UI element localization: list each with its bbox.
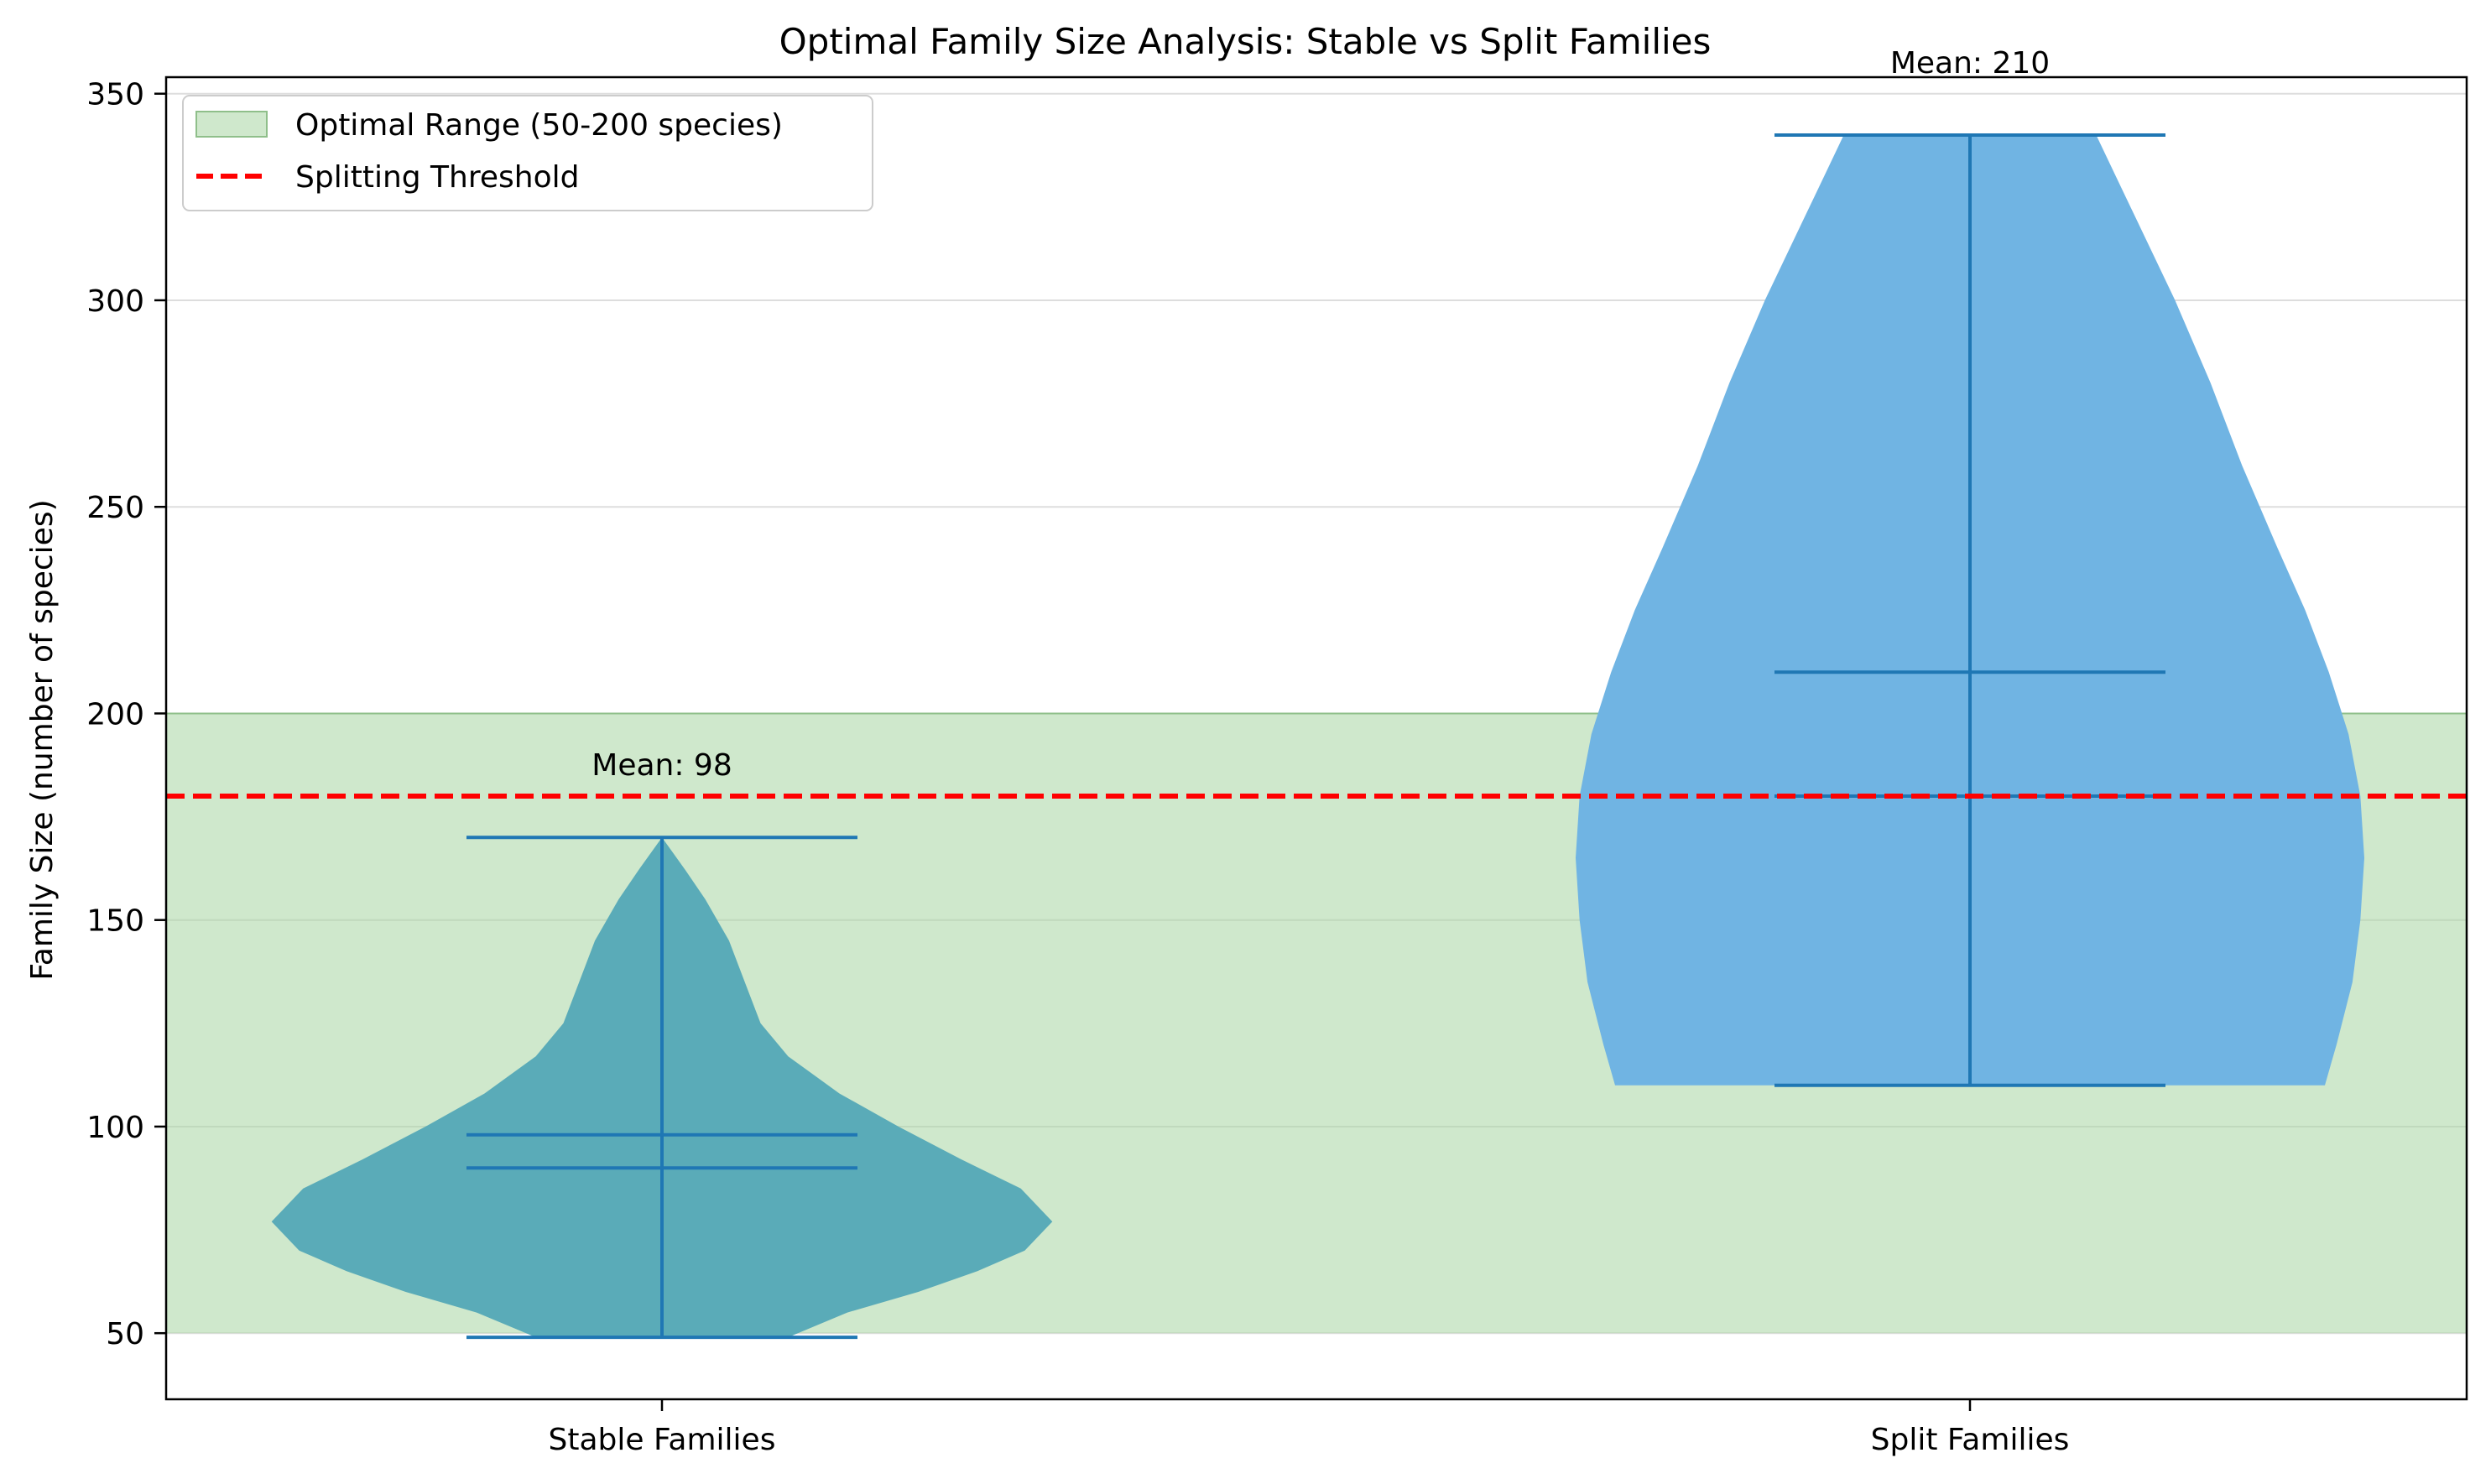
mean-annotation: Mean: 98: [591, 748, 732, 783]
legend-label-optimal-range: Optimal Range (50-200 species): [295, 108, 783, 143]
legend-swatch-optimal-range: [195, 111, 268, 138]
y-tick-label: 250: [86, 491, 144, 525]
y-tick-label: 150: [86, 904, 144, 939]
chart-title: Optimal Family Size Analysis: Stable vs …: [779, 21, 1712, 62]
x-tick-label: Stable Families: [549, 1423, 776, 1457]
mean-annotations: Mean: 98 Mean: 210: [591, 46, 2050, 783]
y-tick-label: 350: [86, 78, 144, 112]
legend-box: [182, 95, 873, 211]
violins: [271, 133, 2364, 1340]
y-tick-label: 50: [106, 1317, 144, 1351]
y-tick-label: 200: [86, 697, 144, 732]
y-tick-label: 300: [86, 284, 144, 319]
legend: Optimal Range (50-200 species) Splitting…: [182, 95, 873, 211]
legend-label-threshold: Splitting Threshold: [295, 160, 579, 195]
y-axis-title: Family Size (number of species): [25, 499, 60, 980]
mean-annotation: Mean: 210: [1890, 46, 2050, 81]
y-tick-label: 100: [86, 1111, 144, 1145]
x-tick-label: Split Families: [1871, 1423, 2070, 1457]
x-axis-ticks: Stable Families Split Families: [549, 1399, 2070, 1457]
plot-frame: [164, 76, 2468, 1401]
y-axis-ticks: 50 100 150 200 250 300 350: [86, 78, 166, 1351]
